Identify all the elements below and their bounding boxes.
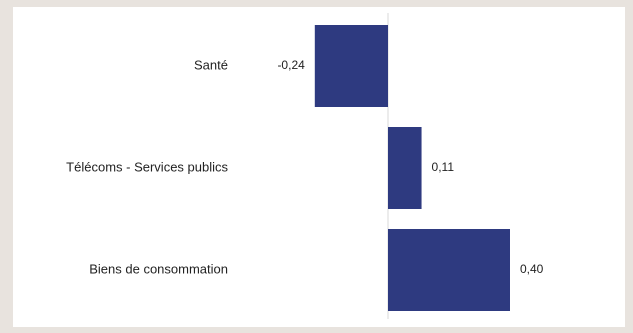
category-label-0: Santé xyxy=(194,57,228,72)
bar-1 xyxy=(388,127,422,209)
bars-group xyxy=(314,25,510,311)
bar-0 xyxy=(314,25,388,107)
bar-chart: Santé -0,24 Télécoms - Services publics 0,1… xyxy=(66,13,544,319)
value-label-1: 0,11 xyxy=(432,160,455,174)
category-label-1: Télécoms - Services publics xyxy=(66,159,228,174)
value-label-2: 0,40 xyxy=(520,262,544,276)
category-label-2: Biens de consommation xyxy=(89,261,228,276)
chart-card: Santé -0,24 Télécoms - Services publics 0,1… xyxy=(13,7,625,327)
value-label-0: -0,24 xyxy=(277,58,305,72)
bar-2 xyxy=(388,229,510,311)
labels-group: Santé -0,24 Télécoms - Services publics 0,1… xyxy=(66,57,544,276)
